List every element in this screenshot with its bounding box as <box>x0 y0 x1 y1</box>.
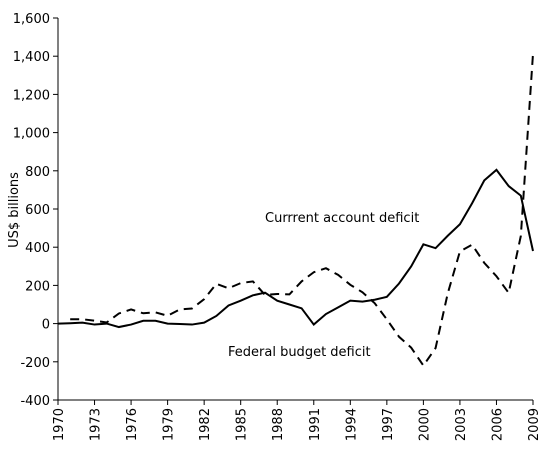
x-tick-label: 1979 <box>162 408 177 441</box>
y-tick-label: 0 <box>42 318 50 333</box>
x-tick-label: 1976 <box>125 408 140 441</box>
y-tick-label: 600 <box>25 203 50 218</box>
y-tick-label: 1,000 <box>13 127 50 142</box>
x-tick-label: 1997 <box>381 408 396 441</box>
x-tick-label: 2009 <box>527 408 541 441</box>
x-tick-label: 2006 <box>490 408 505 441</box>
x-tick-label: 1985 <box>235 408 250 441</box>
y-tick-label: -200 <box>20 356 50 371</box>
x-tick-label: 2003 <box>454 408 469 441</box>
x-tick-label: 1991 <box>308 408 323 441</box>
y-tick-label: 1,200 <box>13 88 50 103</box>
x-tick-label: 1988 <box>271 408 286 441</box>
y-tick-label: 800 <box>25 165 50 180</box>
x-tick-label: 1982 <box>198 408 213 441</box>
y-tick-label: 400 <box>25 241 50 256</box>
annotation: Currrent account deficit <box>265 211 419 226</box>
y-axis-label: US$ billions <box>7 172 22 248</box>
x-tick-label: 1994 <box>344 408 359 441</box>
y-tick-label: 1,600 <box>13 12 50 27</box>
x-tick-label: 1970 <box>52 408 67 441</box>
series-line <box>57 168 534 329</box>
annotation: Federal budget deficit <box>228 345 371 360</box>
x-tick-label: 1973 <box>89 408 104 441</box>
y-tick-label: -400 <box>20 394 50 409</box>
series-line <box>70 53 534 368</box>
y-tick-label: 200 <box>25 279 50 294</box>
x-tick-label: 2000 <box>417 408 432 441</box>
y-tick-label: 1,400 <box>13 50 50 65</box>
